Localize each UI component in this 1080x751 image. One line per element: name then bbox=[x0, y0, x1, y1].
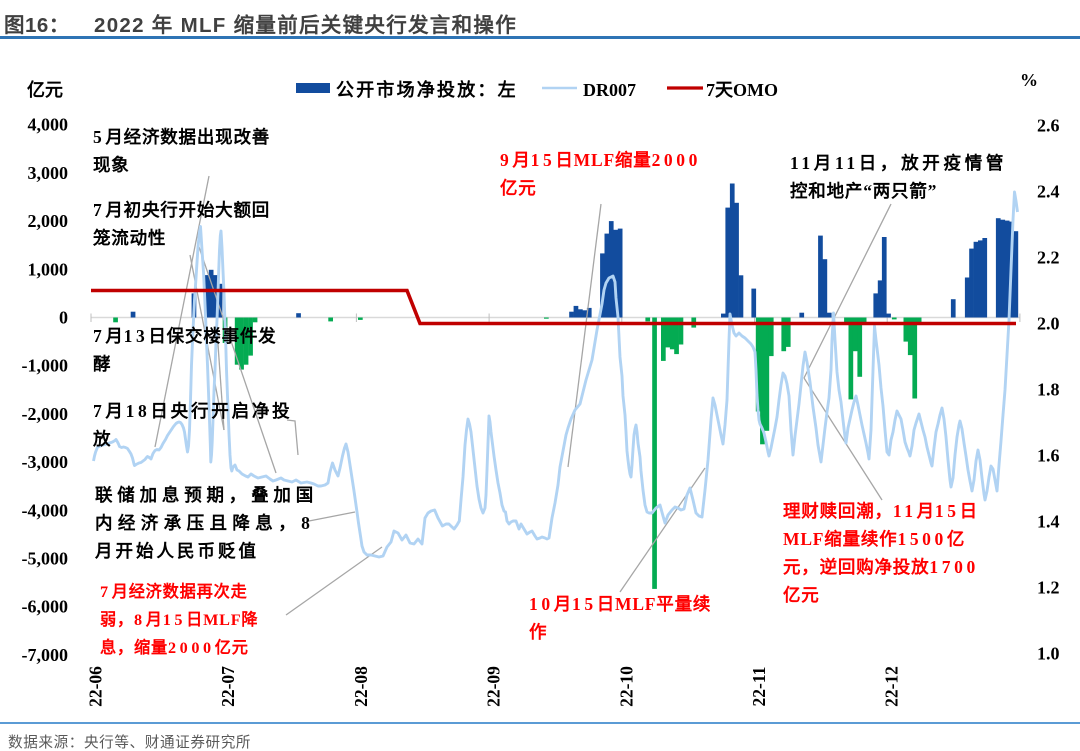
svg-text:2.0: 2.0 bbox=[1037, 314, 1060, 334]
svg-text:-7,000: -7,000 bbox=[22, 645, 69, 665]
svg-text:-2,000: -2,000 bbox=[22, 404, 69, 424]
svg-text:22-10: 22-10 bbox=[616, 666, 636, 707]
svg-text:11月11日，放开疫情管: 11月11日，放开疫情管 bbox=[790, 153, 1007, 173]
svg-text:MLF缩量续作1500亿: MLF缩量续作1500亿 bbox=[783, 529, 965, 549]
svg-text:1,000: 1,000 bbox=[28, 259, 69, 279]
svg-text:3,000: 3,000 bbox=[28, 163, 69, 183]
svg-text:内经济承压且降息，8: 内经济承压且降息，8 bbox=[95, 513, 313, 533]
svg-text:22-12: 22-12 bbox=[882, 666, 902, 707]
svg-text:7月13日保交楼事件发: 7月13日保交楼事件发 bbox=[93, 326, 276, 346]
svg-text:-5,000: -5,000 bbox=[22, 549, 69, 569]
svg-text:7月初央行开始大额回: 7月初央行开始大额回 bbox=[93, 200, 270, 220]
svg-text:0: 0 bbox=[59, 308, 68, 328]
svg-text:5月经济数据出现改善: 5月经济数据出现改善 bbox=[93, 127, 270, 147]
svg-text:22-09: 22-09 bbox=[484, 666, 504, 707]
svg-text:2.2: 2.2 bbox=[1037, 248, 1060, 268]
svg-text:现象: 现象 bbox=[93, 155, 130, 175]
svg-text:亿元: 亿元 bbox=[783, 585, 820, 605]
svg-text:-4,000: -4,000 bbox=[22, 500, 69, 520]
svg-text:%: % bbox=[1020, 70, 1038, 90]
svg-text:亿元: 亿元 bbox=[500, 178, 537, 198]
svg-text:7月18日央行开启净投: 7月18日央行开启净投 bbox=[93, 401, 292, 421]
svg-text:9月15日MLF缩量2000: 9月15日MLF缩量2000 bbox=[500, 150, 701, 170]
svg-text:1.2: 1.2 bbox=[1037, 578, 1060, 598]
svg-text:1.4: 1.4 bbox=[1037, 512, 1060, 532]
svg-text:公开市场净投放：左: 公开市场净投放：左 bbox=[336, 79, 518, 100]
svg-text:1.0: 1.0 bbox=[1037, 644, 1060, 664]
svg-text:-3,000: -3,000 bbox=[22, 452, 69, 472]
svg-text:控和地产“两只箭”: 控和地产“两只箭” bbox=[790, 181, 937, 201]
svg-text:2,000: 2,000 bbox=[28, 211, 69, 231]
svg-text:笼流动性: 笼流动性 bbox=[92, 228, 166, 248]
svg-text:1.6: 1.6 bbox=[1037, 446, 1060, 466]
svg-text:DR007: DR007 bbox=[583, 80, 636, 100]
svg-text:2.4: 2.4 bbox=[1037, 182, 1060, 202]
svg-text:-1,000: -1,000 bbox=[22, 356, 69, 376]
svg-text:酵: 酵 bbox=[93, 354, 111, 374]
svg-text:理财赎回潮，11月15日: 理财赎回潮，11月15日 bbox=[783, 501, 978, 521]
svg-text:22-11: 22-11 bbox=[749, 667, 769, 707]
svg-text:22-07: 22-07 bbox=[218, 666, 238, 707]
svg-text:息，缩量2000亿元: 息，缩量2000亿元 bbox=[100, 638, 249, 657]
svg-text:1.8: 1.8 bbox=[1037, 380, 1060, 400]
svg-text:4,000: 4,000 bbox=[28, 115, 69, 135]
svg-text:月开始人民币贬值: 月开始人民币贬值 bbox=[94, 541, 259, 561]
svg-text:-6,000: -6,000 bbox=[22, 597, 69, 617]
svg-text:7月经济数据再次走: 7月经济数据再次走 bbox=[100, 582, 248, 601]
svg-text:联储加息预期，叠加国: 联储加息预期，叠加国 bbox=[95, 485, 318, 505]
svg-text:放: 放 bbox=[92, 429, 111, 449]
svg-text:亿元: 亿元 bbox=[27, 79, 63, 100]
svg-text:作: 作 bbox=[529, 622, 547, 642]
svg-text:22-06: 22-06 bbox=[86, 666, 106, 707]
svg-text:22-08: 22-08 bbox=[351, 666, 371, 707]
svg-text:弱，8月15日MLF降: 弱，8月15日MLF降 bbox=[100, 610, 258, 629]
svg-text:2.6: 2.6 bbox=[1037, 116, 1060, 136]
svg-text:7天OMO: 7天OMO bbox=[706, 80, 778, 100]
svg-text:元，逆回购净投放1700: 元，逆回购净投放1700 bbox=[783, 557, 979, 577]
svg-text:10月15日MLF平量续: 10月15日MLF平量续 bbox=[529, 594, 711, 614]
